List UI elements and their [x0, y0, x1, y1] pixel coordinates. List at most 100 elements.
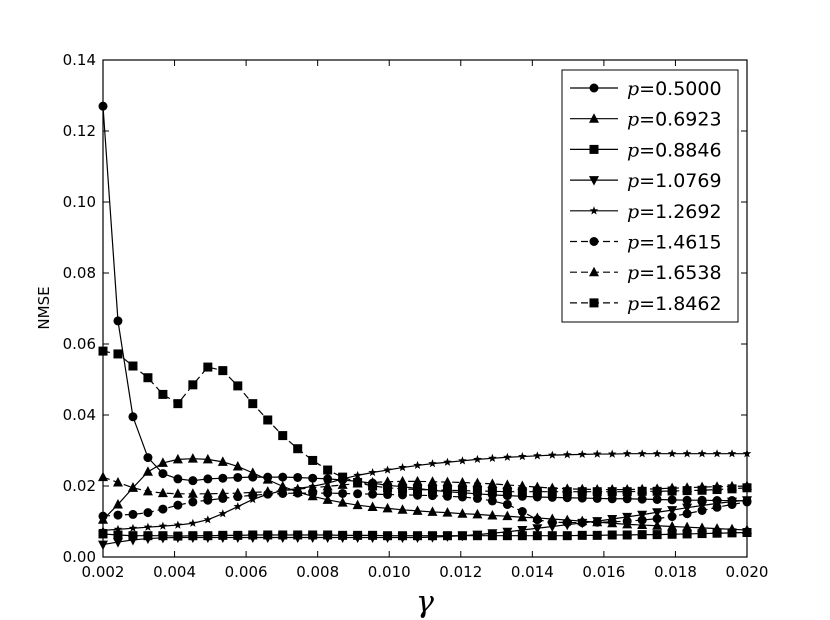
data-point [457, 508, 468, 518]
data-point [158, 521, 168, 530]
data-point [337, 497, 348, 507]
data-point [308, 473, 318, 483]
data-point [262, 533, 273, 543]
data-point [383, 483, 393, 493]
series-line [102, 499, 748, 546]
data-point [652, 520, 663, 530]
data-point [337, 533, 348, 543]
data-point [682, 503, 693, 514]
data-point [667, 529, 677, 539]
data-point [128, 531, 138, 541]
data-point [442, 532, 453, 542]
data-point [472, 486, 482, 496]
legend-marker [589, 206, 599, 215]
data-point [712, 449, 722, 458]
data-point [202, 453, 213, 464]
data-point [218, 473, 228, 483]
data-point [487, 509, 498, 520]
y-tick-label: 0.10 [63, 193, 96, 211]
data-point [428, 459, 437, 468]
data-point [143, 508, 153, 518]
data-point [532, 531, 542, 541]
data-point [293, 472, 303, 482]
series-4 [98, 496, 752, 551]
data-point [323, 465, 333, 475]
data-point [592, 517, 602, 527]
legend-marker [589, 144, 599, 154]
data-point [142, 466, 153, 476]
data-point [548, 450, 557, 459]
data-point [307, 533, 318, 543]
data-point [187, 533, 198, 543]
data-point [622, 530, 632, 540]
data-point [142, 485, 153, 496]
series-layer [98, 101, 752, 551]
data-point [143, 453, 153, 463]
data-point [368, 468, 377, 477]
data-point [592, 530, 602, 540]
data-point [502, 527, 513, 538]
data-point [652, 449, 662, 458]
legend-label: p=0.8846 [627, 139, 722, 161]
legend-item: p=0.6923 [570, 109, 722, 131]
data-point [203, 474, 213, 484]
data-point [488, 453, 497, 462]
data-point [517, 487, 527, 497]
data-point [322, 533, 333, 543]
data-point [352, 499, 363, 510]
data-point [382, 533, 393, 543]
data-point [637, 486, 647, 496]
data-point [652, 494, 662, 504]
data-point [547, 531, 557, 541]
data-point [502, 499, 512, 509]
data-point [187, 453, 198, 463]
data-point [607, 487, 617, 497]
data-point [188, 380, 198, 390]
legend-item: p=1.4615 [570, 232, 722, 254]
data-point [113, 510, 123, 520]
data-point [712, 502, 722, 512]
data-point [142, 534, 153, 545]
data-point [667, 512, 677, 522]
data-point [667, 520, 678, 531]
data-point [217, 533, 228, 543]
data-point [217, 456, 228, 466]
legend-label: p=1.8462 [627, 293, 722, 315]
series-line [102, 350, 748, 493]
data-point [427, 485, 437, 495]
legend-item: p=1.2692 [570, 201, 722, 223]
data-point [367, 533, 378, 543]
x-tick-label: 0.012 [439, 563, 482, 581]
data-point [292, 483, 303, 494]
x-tick-label: 0.010 [368, 563, 411, 581]
data-point [517, 511, 528, 522]
data-point [502, 487, 512, 497]
legend-label: p=1.2692 [627, 201, 722, 223]
data-point [397, 504, 408, 514]
data-point [397, 475, 408, 486]
y-tick-label: 0.02 [63, 477, 96, 495]
data-point [712, 528, 722, 538]
data-point [338, 488, 348, 498]
data-point [353, 489, 363, 499]
data-point [442, 485, 452, 495]
x-tick-label: 0.018 [654, 563, 697, 581]
data-point [112, 538, 123, 548]
data-point [157, 487, 168, 498]
data-point [232, 460, 243, 471]
x-tick-label: 0.008 [296, 563, 339, 581]
data-point [188, 497, 198, 507]
data-point [517, 507, 527, 517]
data-point [697, 505, 707, 515]
data-point [472, 493, 482, 503]
data-point [278, 472, 288, 482]
data-point [652, 514, 662, 524]
data-point [397, 533, 408, 543]
data-point [487, 478, 498, 488]
data-point [203, 362, 213, 372]
data-point [233, 502, 243, 511]
y-tick-label: 0.08 [63, 264, 96, 282]
legend-marker [589, 176, 599, 186]
data-point [262, 474, 273, 484]
legend-item: p=0.8846 [570, 139, 722, 161]
